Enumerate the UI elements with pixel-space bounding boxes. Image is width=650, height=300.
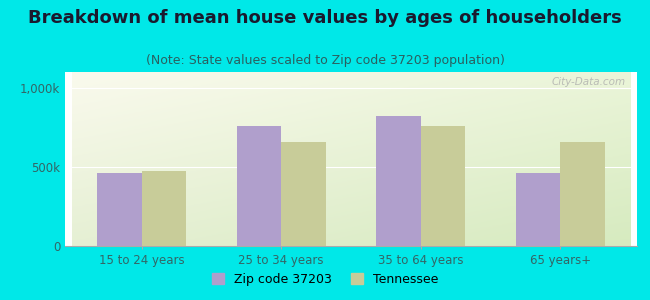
Text: City-Data.com: City-Data.com [551, 77, 625, 87]
Bar [560, 142, 605, 246]
Bar [281, 142, 326, 246]
Bar [237, 126, 281, 246]
Text: (Note: State values scaled to Zip code 37203 population): (Note: State values scaled to Zip code 3… [146, 54, 504, 67]
Bar [515, 173, 560, 246]
Legend: Zip code 37203, Tennessee: Zip code 37203, Tennessee [207, 268, 443, 291]
Text: Breakdown of mean house values by ages of householders: Breakdown of mean house values by ages o… [28, 9, 622, 27]
Bar [97, 173, 142, 246]
Bar [142, 171, 187, 246]
Bar [376, 116, 421, 246]
Bar [421, 126, 465, 246]
